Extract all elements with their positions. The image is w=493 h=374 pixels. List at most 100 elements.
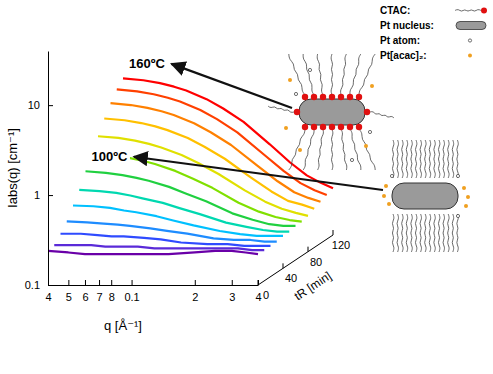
pt-acac xyxy=(387,202,391,206)
ctac-head xyxy=(356,124,362,130)
ctac-head xyxy=(311,94,317,100)
z-axis-title: tR [min] xyxy=(292,269,334,304)
annotations: 100ºC 160ºC xyxy=(90,55,168,165)
x-tick: 0.1 xyxy=(124,280,139,303)
ctac-chain xyxy=(429,214,430,252)
ctac-head xyxy=(338,94,344,100)
arrows xyxy=(134,64,383,190)
x-tick: 8 xyxy=(109,280,115,303)
curve xyxy=(79,190,289,232)
ctac-chain xyxy=(415,140,416,178)
ctac-chain xyxy=(397,140,398,178)
curve xyxy=(104,118,314,208)
ctac-chain xyxy=(411,140,412,178)
ctac-chain xyxy=(359,54,375,95)
ctac-chain xyxy=(341,54,347,95)
ctac-chain xyxy=(457,140,458,178)
ctac-chain xyxy=(392,214,393,252)
ctac-chain xyxy=(331,129,332,170)
ctac-head xyxy=(329,124,335,130)
ctac-head xyxy=(302,124,308,130)
ctac-chain xyxy=(434,140,435,178)
ctac-chain xyxy=(443,140,444,178)
x-tick-mark xyxy=(68,280,69,285)
ctac-chain xyxy=(370,112,394,118)
ctac-chain xyxy=(350,54,361,95)
ctac-head xyxy=(294,109,300,115)
pt-acac xyxy=(288,78,292,82)
x-tick-label: 0.1 xyxy=(124,291,139,303)
inset: CTAC:Pt nucleus:Pt atom:Pt[acac]₂: xyxy=(268,5,487,252)
ctac-chain xyxy=(452,140,453,178)
ctac-chain xyxy=(429,140,430,178)
ctac-chain xyxy=(438,140,439,178)
z-tick-mark xyxy=(283,263,284,268)
y-axis-line xyxy=(48,52,49,286)
x-tick-label: 7 xyxy=(96,291,102,303)
ctac-chain xyxy=(457,214,458,252)
x-axis-line xyxy=(49,285,259,286)
pt-atom xyxy=(308,68,311,71)
inset-legend-label: CTAC: xyxy=(380,5,410,16)
x-tick: 5 xyxy=(66,280,72,303)
z-tick-label: 0 xyxy=(263,289,269,301)
ctac-head xyxy=(356,94,362,100)
x-tick-mark xyxy=(132,280,133,285)
pt-acac xyxy=(464,204,468,208)
ctac-chain xyxy=(420,140,421,178)
x-tick-mark xyxy=(195,280,196,285)
ctac-chain xyxy=(341,129,347,170)
ctac-chain xyxy=(452,214,453,252)
particle-bound xyxy=(268,54,394,170)
inset-legend-label: Pt[acac]₂: xyxy=(380,50,427,61)
z-tick-label: 120 xyxy=(332,239,350,251)
particle-free xyxy=(382,140,470,252)
ctac-head xyxy=(481,8,487,14)
x-tick-mark xyxy=(48,280,49,285)
ctac-head xyxy=(329,94,335,100)
ctac-chain xyxy=(406,140,407,178)
ctac-head xyxy=(320,124,326,130)
z-tick-mark xyxy=(258,280,259,285)
x-tick-label: 8 xyxy=(109,291,115,303)
annotation: 160ºC xyxy=(129,56,165,71)
pt-acac xyxy=(370,84,374,88)
y-tick-mark xyxy=(48,195,53,196)
curve xyxy=(54,245,264,250)
y-tick-label: 1 xyxy=(34,189,40,201)
pt-acac xyxy=(284,126,288,130)
inset-legend-label: Pt nucleus: xyxy=(380,20,434,31)
ctac-chain xyxy=(448,140,449,178)
x-tick-label: 2 xyxy=(192,291,198,303)
x-tick: 7 xyxy=(96,280,102,303)
ctac-chain xyxy=(318,129,324,170)
ctac-chain xyxy=(406,214,407,252)
annotation: 100ºC xyxy=(92,149,128,164)
ctac-chain xyxy=(402,140,403,178)
ctac-chain xyxy=(420,214,421,252)
y-axis-title: Iabs(q) [cm⁻¹] xyxy=(5,128,20,208)
pt-nucleus xyxy=(299,99,365,125)
x-axis-title: q [Å⁻¹] xyxy=(104,318,142,333)
x-tick-mark xyxy=(111,280,112,285)
pt-atom xyxy=(456,214,459,217)
y-tick-label: 10 xyxy=(28,99,40,111)
label-patch xyxy=(90,148,130,165)
y-tick-label: 0.1 xyxy=(25,279,40,291)
pt-nucleus xyxy=(456,22,486,30)
ctac-chain xyxy=(397,214,398,252)
ctac-chain xyxy=(350,129,361,170)
chart: 0.1110456780.123404080120tR [min]Iabs(q)… xyxy=(0,0,493,374)
ctac-head xyxy=(302,94,308,100)
ctac-head xyxy=(338,124,344,130)
x-tick: 2 xyxy=(192,280,198,303)
pt-atom xyxy=(390,174,393,177)
ctac-chain xyxy=(359,129,375,170)
x-axis: 456780.1234 xyxy=(45,280,261,303)
ctac-head xyxy=(347,124,353,130)
pt-acac xyxy=(466,195,470,199)
ctac-chain xyxy=(402,214,403,252)
arrow xyxy=(134,157,383,190)
ctac-chain xyxy=(425,140,426,178)
pt-acac xyxy=(298,148,302,152)
